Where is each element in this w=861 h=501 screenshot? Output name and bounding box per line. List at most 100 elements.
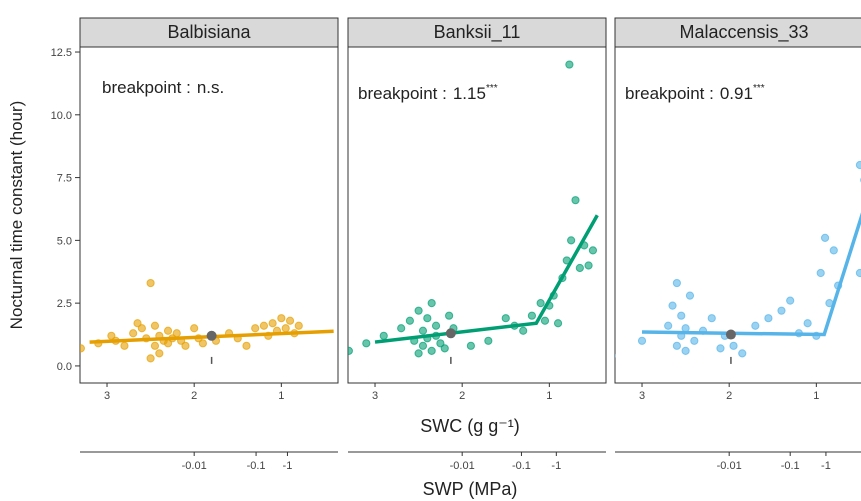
x2-tick-label: -0.01 bbox=[450, 460, 475, 472]
breakpoint-marker bbox=[725, 329, 736, 340]
point bbox=[681, 324, 690, 333]
point bbox=[427, 299, 436, 308]
point bbox=[484, 336, 493, 345]
point bbox=[668, 301, 677, 310]
point bbox=[855, 268, 861, 278]
point bbox=[150, 341, 160, 350]
point bbox=[565, 60, 574, 69]
y-tick-label: 10.0 bbox=[51, 110, 72, 122]
point bbox=[362, 339, 371, 348]
point bbox=[501, 314, 510, 323]
point bbox=[181, 341, 190, 350]
y-tick-label: 0.0 bbox=[57, 361, 72, 373]
y-tick-label: 2.5 bbox=[57, 298, 72, 310]
x2-tick-label: -0.1 bbox=[512, 460, 531, 472]
point bbox=[190, 324, 199, 333]
x2-tick-label: -0.1 bbox=[781, 460, 800, 472]
annotation-value: 0.91 bbox=[720, 84, 753, 103]
point bbox=[440, 344, 449, 353]
x-axis-label: SWC (g g⁻¹) bbox=[420, 416, 520, 436]
x2-tick-label: -0.01 bbox=[717, 460, 742, 472]
point bbox=[536, 299, 545, 308]
point bbox=[690, 336, 699, 345]
point bbox=[172, 329, 181, 338]
point bbox=[129, 329, 138, 338]
panel-title: Malaccensis_33 bbox=[679, 22, 808, 43]
point bbox=[664, 321, 673, 330]
annotation: breakpoint : 1.15*** bbox=[358, 83, 498, 103]
y-tick-label: 7.5 bbox=[57, 173, 72, 185]
x-tick-label: 1 bbox=[813, 390, 819, 402]
point bbox=[672, 278, 681, 288]
point bbox=[527, 311, 537, 320]
point bbox=[436, 339, 445, 348]
x-tick-label: 2 bbox=[459, 390, 465, 402]
point bbox=[764, 314, 773, 323]
point bbox=[637, 336, 647, 345]
point bbox=[251, 324, 260, 333]
point bbox=[716, 344, 725, 353]
breakpoint-marker bbox=[206, 330, 217, 341]
point bbox=[163, 326, 173, 335]
x-tick-label: 3 bbox=[104, 390, 110, 402]
point bbox=[423, 314, 432, 323]
point bbox=[259, 321, 269, 330]
point bbox=[584, 261, 593, 270]
panel bbox=[347, 46, 607, 384]
point bbox=[855, 160, 861, 170]
point bbox=[588, 246, 598, 255]
breakpoint-marker bbox=[445, 328, 456, 339]
point bbox=[803, 319, 812, 328]
point bbox=[418, 341, 428, 350]
significance: *** bbox=[486, 83, 498, 94]
point bbox=[80, 344, 85, 353]
point bbox=[567, 236, 576, 245]
point bbox=[829, 246, 838, 255]
point bbox=[615, 353, 616, 359]
point bbox=[146, 354, 155, 363]
point bbox=[414, 306, 423, 315]
panel-marks bbox=[348, 60, 599, 364]
panel bbox=[614, 46, 861, 384]
point bbox=[553, 319, 563, 328]
point bbox=[729, 341, 738, 350]
y-tick-label: 12.5 bbox=[51, 47, 72, 59]
point bbox=[277, 314, 286, 323]
point bbox=[519, 326, 528, 335]
strip bbox=[614, 17, 861, 48]
annotation: breakpoint : 0.91*** bbox=[625, 83, 765, 103]
annotation: breakpoint : n.s. bbox=[102, 78, 224, 97]
point bbox=[418, 326, 428, 335]
x-tick-label: 2 bbox=[191, 390, 197, 402]
point bbox=[414, 349, 423, 358]
point bbox=[379, 331, 388, 340]
point bbox=[285, 316, 295, 325]
panel-marks bbox=[615, 160, 861, 364]
point bbox=[397, 324, 406, 333]
point bbox=[707, 314, 716, 323]
significance: *** bbox=[753, 83, 765, 94]
point bbox=[133, 319, 142, 328]
point bbox=[466, 341, 475, 350]
point bbox=[677, 311, 686, 320]
x-tick-label: 3 bbox=[639, 390, 645, 402]
x2-tick-label: -1 bbox=[821, 460, 831, 472]
annotation-label: breakpoint : bbox=[625, 84, 714, 103]
annotation-value: n.s. bbox=[197, 78, 224, 97]
point bbox=[672, 341, 681, 350]
point bbox=[777, 306, 786, 315]
point bbox=[427, 346, 436, 355]
point bbox=[268, 319, 277, 328]
x2-tick-label: -1 bbox=[283, 460, 293, 472]
x2-tick-label: -0.01 bbox=[182, 460, 207, 472]
point bbox=[348, 346, 353, 355]
fit-line bbox=[641, 212, 861, 337]
x2-tick-label: -1 bbox=[551, 460, 561, 472]
point bbox=[405, 316, 414, 325]
point bbox=[242, 341, 251, 350]
panel-title: Balbisiana bbox=[167, 22, 251, 42]
x-tick-label: 1 bbox=[546, 390, 552, 402]
x2-tick-label: -0.1 bbox=[247, 460, 266, 472]
y-tick-label: 5.0 bbox=[57, 235, 72, 247]
